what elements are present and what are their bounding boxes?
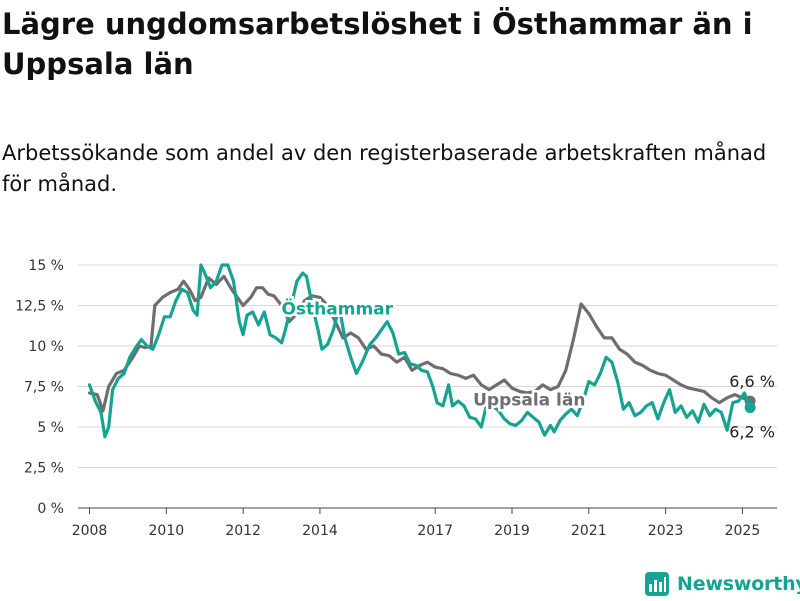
- y-tick-label: 2,5 %: [24, 461, 64, 477]
- end-value-label: 6,6 %: [729, 372, 775, 391]
- brand-name: Newsworthy: [677, 573, 800, 595]
- x-tick-label: 2017: [417, 523, 453, 539]
- x-tick-label: 2021: [571, 523, 607, 539]
- chart-title: Lägre ungdomsarbetslöshet i Östhammar än…: [2, 7, 753, 81]
- series-line--sthammar: [87, 263, 752, 439]
- x-tick-label: 2023: [648, 523, 684, 539]
- y-tick-label: 5 %: [37, 420, 64, 436]
- x-tick-label: 2025: [725, 523, 761, 539]
- end-value-label: 6,2 %: [729, 423, 775, 442]
- x-tick-label: 2010: [149, 523, 185, 539]
- y-tick-label: 12,5 %: [15, 299, 64, 315]
- series-annotation: Uppsala län: [473, 390, 585, 410]
- bar-chart-logo-icon: [645, 572, 669, 596]
- x-tick-label: 2012: [225, 523, 261, 539]
- x-tick-label: 2019: [494, 523, 530, 539]
- axes: 0 % 2,5 % 5 % 7,5 % 10 % 12,5 % 15 % 2008 2010 20…: [15, 258, 777, 539]
- series-labels: 6,6 % 6,2 % Östhammar Uppsala län: [279, 295, 775, 442]
- series-lines: [87, 263, 756, 439]
- x-tick-label: 2008: [72, 523, 108, 539]
- series-line-uppsala-l-n: [87, 274, 752, 413]
- series-annotation: Östhammar: [281, 298, 393, 320]
- y-tick-label: 15 %: [28, 258, 64, 274]
- x-tick-label: 2014: [302, 523, 338, 539]
- end-point--sthammar: [744, 402, 756, 414]
- y-tick-label: 7,5 %: [24, 380, 64, 396]
- chart-subtitle: Arbetssökande som andel av den registerb…: [2, 141, 767, 196]
- grid: [78, 264, 777, 468]
- y-tick-label: 0 %: [37, 501, 64, 517]
- newsworthy-brand[interactable]: Newsworthy: [644, 567, 800, 601]
- y-tick-label: 10 %: [28, 339, 64, 355]
